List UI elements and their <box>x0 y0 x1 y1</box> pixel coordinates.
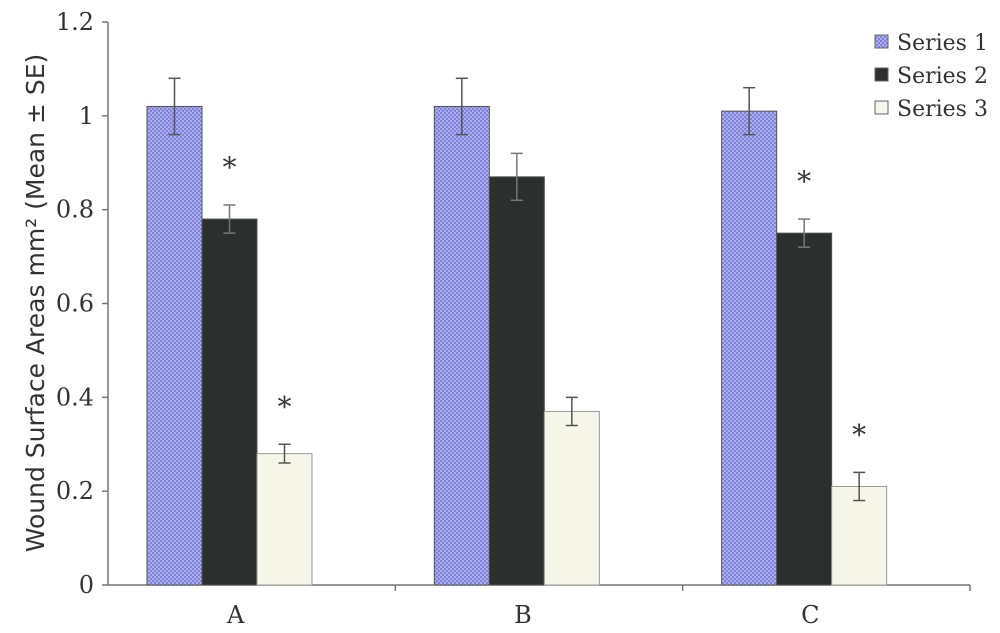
bar-series-1-C <box>721 110 778 586</box>
y-axis-label: Wound Surface Areas mm² (Mean ± SE) <box>21 54 50 553</box>
legend-swatch <box>874 34 889 49</box>
significance-marker: * <box>223 151 237 184</box>
significance-marker: * <box>797 165 811 198</box>
x-tick-label: A <box>226 601 245 629</box>
bar-series-2-B <box>488 176 545 586</box>
legend-swatch <box>874 67 889 82</box>
bar-series-3-B <box>543 410 600 586</box>
significance-marker: * <box>852 418 866 451</box>
y-tick-label: 0 <box>79 571 94 599</box>
y-tick-label: 1.2 <box>56 8 94 36</box>
bar-series-3-C <box>831 485 888 586</box>
y-tick-label: 0.6 <box>56 290 94 318</box>
y-tick-label: 0.8 <box>56 196 94 224</box>
x-tick-label: C <box>801 601 819 629</box>
y-tick-label: 1 <box>79 102 94 130</box>
bar-series-1-A <box>146 105 203 586</box>
significance-marker: * <box>278 390 292 423</box>
bar-series-2-A <box>201 218 258 586</box>
bar-series-1-B <box>433 105 490 586</box>
x-tick-label: B <box>514 601 532 629</box>
y-tick-label: 0.4 <box>56 383 94 411</box>
legend-label: Series 1 <box>897 31 988 56</box>
bar-series-2-C <box>776 232 833 586</box>
y-tick-label: 0.2 <box>56 477 94 505</box>
bar-series-3-A <box>256 453 313 586</box>
legend-label: Series 2 <box>897 64 988 89</box>
legend-swatch <box>874 100 889 115</box>
legend-label: Series 3 <box>897 97 988 122</box>
